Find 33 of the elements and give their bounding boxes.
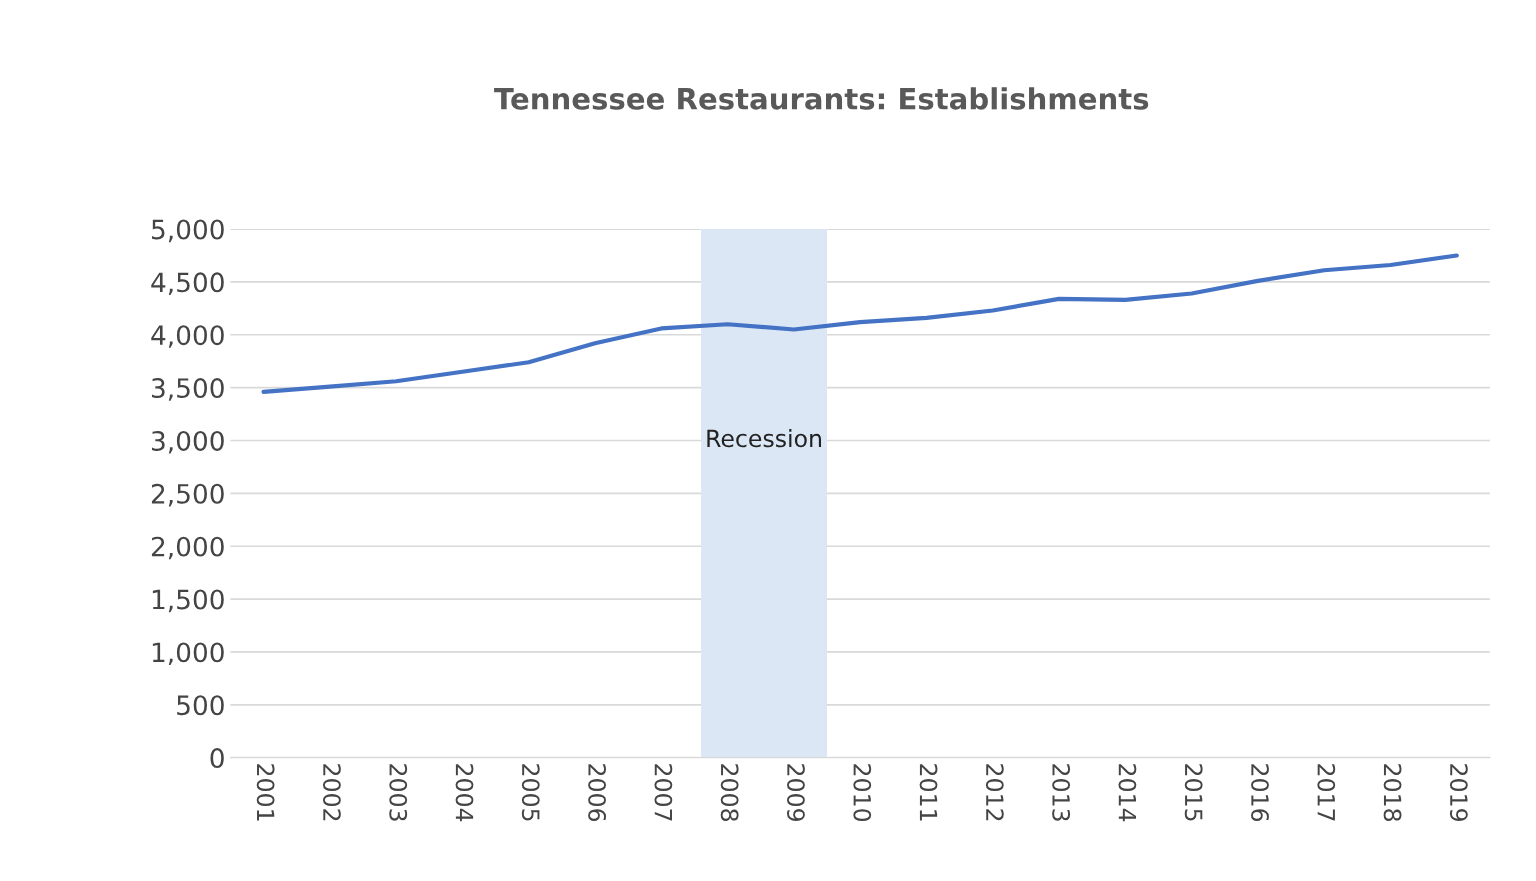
y-tick-label: 2,000 <box>151 536 224 560</box>
x-tick-label: 2010 <box>853 764 872 822</box>
x-tick-label: 2002 <box>322 764 341 821</box>
y-tick-label: 500 <box>177 695 224 716</box>
y-tick-label: 1,000 <box>152 642 224 666</box>
y-tick-label: 1,500 <box>152 589 224 613</box>
y-tick-label: 3,500 <box>152 378 224 401</box>
x-tick-label: 2001 <box>256 764 275 821</box>
x-tick-label: 2004 <box>455 764 474 822</box>
x-tick-label: 2008 <box>720 764 739 821</box>
x-tick-label: 2017 <box>1317 764 1336 821</box>
x-tick-label: 2012 <box>985 764 1004 821</box>
x-tick-label: 2005 <box>521 764 540 821</box>
x-tick-label: 2018 <box>1383 764 1402 821</box>
x-tick-label: 2013 <box>1052 764 1071 821</box>
y-tick-label: 5,000 <box>152 219 224 243</box>
x-tick-label: 2009 <box>787 764 805 821</box>
y-tick-label: 2,500 <box>151 483 224 507</box>
y-tick-label: 3,000 <box>152 430 224 454</box>
x-tick-label: 2014 <box>1118 764 1137 822</box>
x-tick-label: 2006 <box>588 764 607 822</box>
band-label: Recession <box>707 429 822 448</box>
x-tick-label: 2011 <box>919 764 938 821</box>
y-tick-label: 4,500 <box>151 272 224 296</box>
x-tick-label: 2019 <box>1449 764 1468 821</box>
chart-title: Tennessee Restaurants: Establishments <box>494 87 1149 110</box>
x-tick-label: 2003 <box>389 764 408 821</box>
y-tick-label: 0 <box>210 748 224 769</box>
x-tick-label: 2007 <box>654 764 673 821</box>
x-tick-label: 2016 <box>1251 764 1269 822</box>
y-tick-label: 4,000 <box>151 325 224 348</box>
line-series <box>261 253 1459 394</box>
x-tick-label: 2015 <box>1184 764 1203 821</box>
